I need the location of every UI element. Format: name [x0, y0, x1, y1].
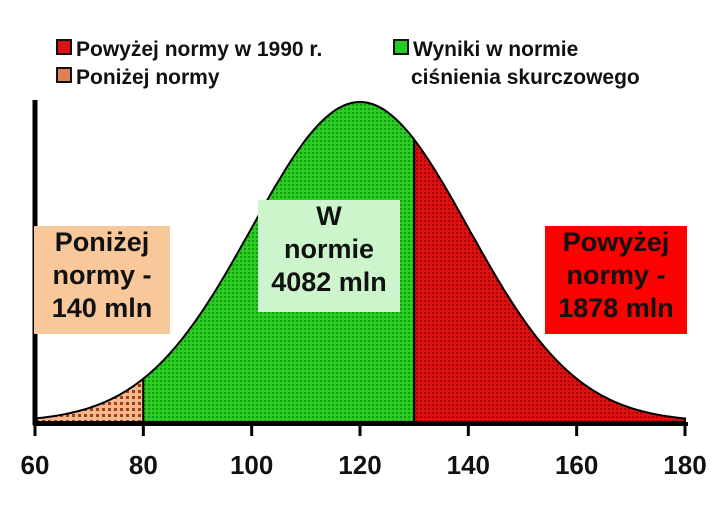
annotation-below: Poniżej normy -140 mln	[34, 226, 170, 334]
annotation-line: 1878 mln	[558, 293, 674, 323]
legend-swatch-green	[393, 39, 409, 55]
annotation-line: W	[316, 201, 342, 231]
annotation-line: 4082 mln	[271, 267, 387, 297]
x-tick-label: 100	[229, 450, 274, 480]
x-tick-label: 60	[20, 450, 50, 480]
annotation-line: normie	[283, 234, 375, 264]
x-tick-label: 160	[554, 450, 599, 480]
legend-item-normal: Wyniki w normie	[393, 38, 578, 62]
annotation-line: Poniżej	[54, 227, 150, 257]
region-2	[413, 136, 686, 423]
x-tick-label: 140	[446, 450, 491, 480]
x-tick-label: 120	[338, 450, 382, 480]
annotation-line: 140 mln	[51, 293, 153, 323]
legend-item-above: Powyżej normy w 1990 r.	[56, 38, 322, 62]
annotation-above: Powyżej normy -1878 mln	[545, 226, 687, 334]
legend-item-below: Poniżej normy	[56, 66, 220, 90]
x-tick-label: 80	[128, 450, 158, 480]
annotation-line: normy -	[52, 260, 152, 290]
annotation-line: Powyżej	[562, 227, 670, 257]
legend-swatch-red	[56, 39, 72, 55]
legend-swatch-orange	[56, 67, 72, 83]
annotation-line: normy -	[566, 260, 666, 290]
region-0	[34, 376, 145, 423]
legend-item-normal-line2: ciśnienia skurczowego	[411, 66, 640, 89]
x-tick-label: 180	[663, 450, 707, 480]
